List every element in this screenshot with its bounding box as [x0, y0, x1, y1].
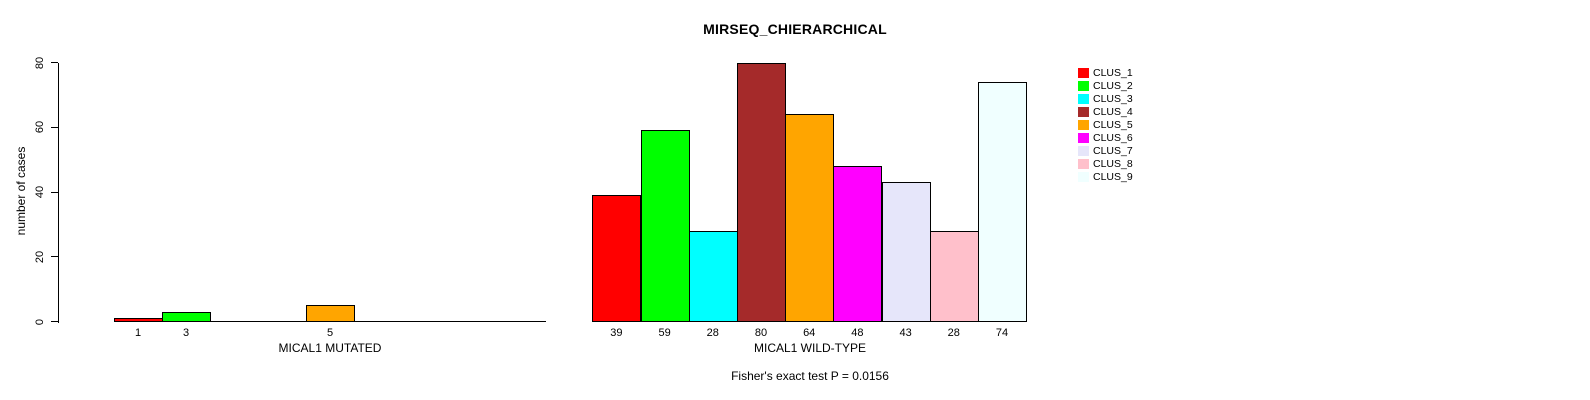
legend-swatch-CLUS_5	[1078, 119, 1089, 130]
bar-CLUS_9	[977, 81, 1028, 322]
legend-label: CLUS_6	[1093, 132, 1133, 144]
y-tick	[51, 191, 58, 193]
y-tick	[51, 256, 58, 258]
legend-label: CLUS_4	[1093, 105, 1133, 118]
bar-CLUS_5	[306, 305, 355, 322]
y-tick	[51, 126, 58, 128]
bar-value-label: 39	[610, 326, 623, 339]
legend-swatch-CLUS_2	[1078, 80, 1089, 91]
chart-title: MIRSEQ_CHIERARCHICAL	[703, 21, 887, 37]
x-axis-label-mutated: MICAL1 MUTATED	[278, 341, 382, 355]
bar-value-label: 43	[899, 326, 912, 339]
bar-value-label: 1	[134, 326, 142, 339]
legend-label: CLUS_2	[1093, 79, 1133, 92]
bar-CLUS_2	[162, 311, 211, 322]
bar-value-label: 3	[182, 326, 190, 339]
legend-label: CLUS_3	[1093, 92, 1133, 105]
legend-swatch-CLUS_6	[1078, 133, 1089, 143]
bar-value-label: 48	[851, 326, 864, 339]
legend-label: CLUS_9	[1093, 171, 1133, 184]
x-axis-label-wildtype: MICAL1 WILD-TYPE	[753, 341, 867, 355]
bar-CLUS_3	[688, 230, 738, 322]
legend-label: CLUS_5	[1093, 118, 1133, 131]
bar-value-label: 59	[658, 326, 671, 339]
bar-value-label: 28	[947, 326, 960, 339]
y-tick	[51, 321, 58, 322]
bar-CLUS_4	[736, 62, 787, 322]
bar-value-label: 74	[995, 326, 1009, 339]
y-axis-line	[58, 62, 59, 323]
bar-CLUS_2	[640, 130, 690, 322]
bar-value-label: 28	[706, 326, 719, 339]
bar-CLUS_5	[785, 114, 835, 322]
legend-label: CLUS_7	[1093, 145, 1133, 158]
legend-swatch-CLUS_7	[1078, 146, 1089, 157]
bar-value-label: 80	[754, 326, 768, 339]
fisher-annotation: Fisher's exact test P = 0.0156	[731, 369, 889, 383]
legend-swatch-CLUS_3	[1078, 93, 1089, 104]
legend-swatch-CLUS_9	[1078, 172, 1089, 183]
bar-value-label: 5	[326, 326, 334, 339]
bar-CLUS_8	[929, 230, 979, 322]
legend-swatch-CLUS_8	[1078, 159, 1089, 170]
legend-label: CLUS_1	[1093, 66, 1133, 79]
bar-CLUS_6	[833, 166, 883, 322]
legend-label: CLUS_8	[1093, 158, 1133, 171]
y-tick	[51, 62, 58, 63]
bar-value-label: 64	[803, 326, 816, 339]
legend-swatch-CLUS_1	[1078, 67, 1089, 78]
legend-swatch-CLUS_4	[1078, 106, 1089, 117]
